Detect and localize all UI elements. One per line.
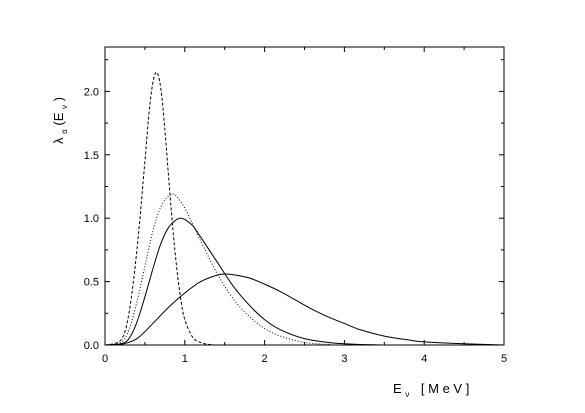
y-axis-label-main: λ — [51, 137, 66, 144]
x-axis-label-main: E — [393, 381, 402, 396]
y-axis-label-sub2: ν — [60, 105, 69, 109]
y-tick-label: 2.0 — [84, 86, 99, 98]
series-line-2 — [104, 193, 504, 346]
y-tick-label: 1.0 — [84, 213, 99, 225]
x-axis-label-units: [ M e V ] — [421, 381, 469, 396]
x-tick-label: 3 — [341, 353, 347, 365]
series-line-3 — [104, 217, 504, 346]
x-tick-label: 1 — [182, 353, 188, 365]
x-tick-label: 2 — [262, 353, 268, 365]
x-tick-label: 5 — [501, 353, 507, 365]
y-axis-label-mid: (E — [51, 112, 66, 125]
y-tick-label: 0.5 — [84, 277, 99, 289]
series-layer — [104, 71, 505, 346]
y-axis-label-sub1: α — [60, 129, 69, 134]
y-axis-label-end: ) — [51, 97, 66, 101]
y-tick-label: 1.5 — [84, 150, 99, 162]
x-tick-label: 4 — [421, 353, 427, 365]
axis-ticks: 0 1 2 3 4 5 0.0 0.5 1.0 1.5 2.0 — [84, 47, 507, 365]
plot-frame — [104, 46, 505, 346]
x-axis-label-sub: ν — [405, 390, 409, 399]
y-axis-label: λ α (E ν ) — [51, 97, 70, 144]
y-tick-label: 0.0 — [84, 340, 99, 352]
series-line-4 — [104, 273, 505, 346]
series-line-1 — [104, 71, 504, 346]
x-axis-label: E ν [ M e V ] — [393, 381, 469, 400]
x-tick-label: 0 — [102, 353, 108, 365]
